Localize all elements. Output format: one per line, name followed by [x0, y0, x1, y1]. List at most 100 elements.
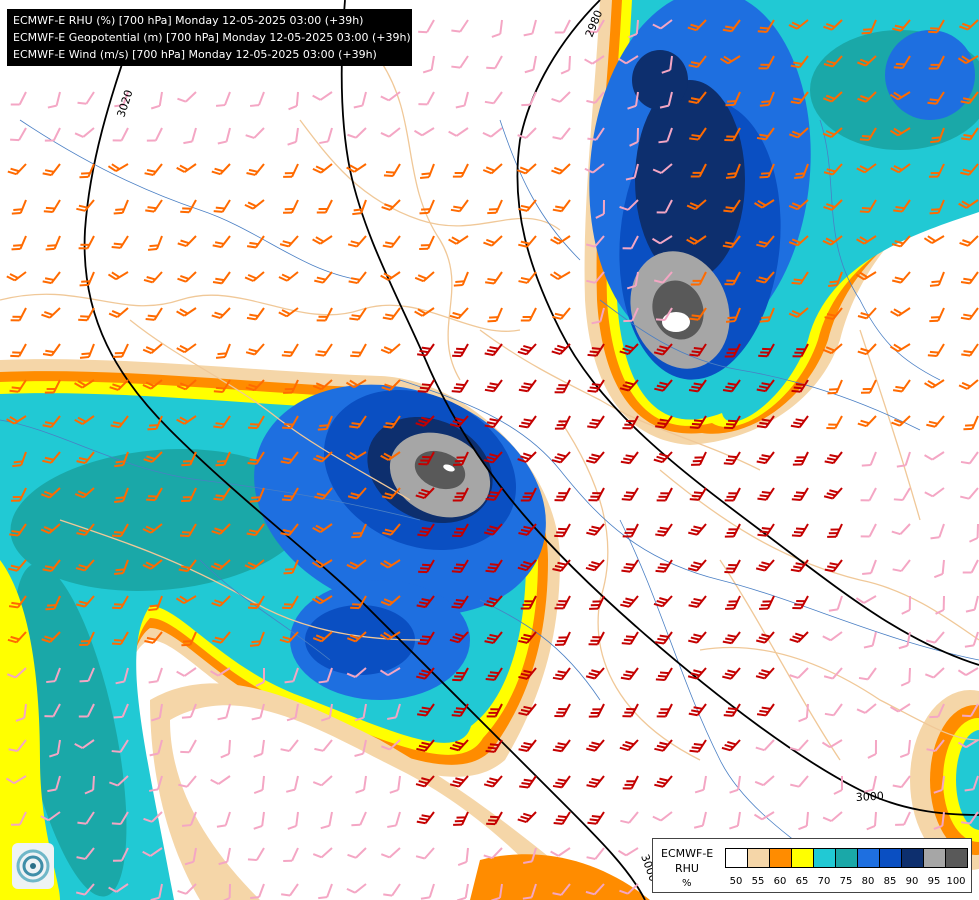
- wind-barb: [652, 19, 673, 30]
- river-line: [0, 419, 421, 521]
- wind-barb: [74, 127, 95, 138]
- wind-barb: [143, 811, 163, 823]
- wind-barb: [416, 667, 435, 680]
- wind-barb: [249, 487, 265, 503]
- wind-barb: [620, 667, 639, 681]
- wind-barb: [483, 451, 503, 464]
- wind-barb: [655, 523, 673, 537]
- wind-barb: [43, 199, 61, 213]
- wind-barb: [349, 415, 367, 429]
- wind-barb: [418, 451, 435, 466]
- wind-barb: [822, 235, 843, 246]
- legend-tick-label: 75: [839, 876, 853, 887]
- wind-barb: [554, 19, 571, 34]
- contour-label: 3000: [855, 790, 884, 804]
- wind-barb: [312, 91, 333, 101]
- wind-barb: [619, 739, 639, 752]
- wind-barb: [957, 667, 979, 676]
- wind-barb: [145, 199, 163, 213]
- border-line: [379, 59, 461, 381]
- wind-barb: [483, 235, 503, 247]
- wind-barb: [965, 595, 979, 613]
- legend-swatch: [835, 848, 858, 868]
- wind-barb: [791, 379, 809, 393]
- wind-barb: [147, 415, 163, 431]
- wind-barb: [418, 91, 435, 106]
- wind-barb: [790, 775, 809, 788]
- wind-barb: [42, 271, 61, 285]
- wind-barb: [389, 775, 401, 794]
- wind-barb: [44, 379, 61, 394]
- wind-barb: [415, 415, 435, 427]
- wind-barb: [889, 343, 911, 353]
- wind-barb: [486, 55, 503, 70]
- wind-barb: [109, 775, 129, 787]
- wind-barb: [518, 523, 537, 536]
- wind-barb: [788, 127, 809, 139]
- wind-barb: [244, 271, 265, 282]
- wind-barb: [552, 667, 571, 681]
- wind-barb: [729, 811, 741, 830]
- wind-barb: [518, 667, 537, 680]
- wind-barb: [724, 127, 741, 142]
- wind-barb: [724, 523, 741, 538]
- wind-barb: [482, 127, 503, 138]
- wind-barb: [12, 451, 27, 468]
- wind-barb: [144, 163, 163, 176]
- wind-barb: [246, 163, 265, 176]
- wind-barb: [689, 415, 707, 429]
- legend-swatch: [813, 848, 836, 868]
- wind-barb: [212, 235, 231, 249]
- wind-barb: [453, 451, 469, 466]
- wind-barb: [419, 163, 435, 179]
- wind-barb: [382, 307, 401, 321]
- wind-barb: [587, 19, 605, 34]
- wind-barb: [482, 163, 503, 175]
- wind-barb: [213, 487, 231, 501]
- wind-barb: [628, 19, 639, 39]
- wind-barb: [485, 487, 503, 501]
- wind-barb: [282, 415, 299, 430]
- wind-barb: [417, 379, 435, 393]
- wind-barb: [585, 235, 605, 248]
- wind-barb: [790, 559, 809, 573]
- wind-barb: [724, 559, 741, 574]
- wind-barb: [177, 235, 197, 248]
- wind-barb: [722, 19, 741, 33]
- wind-barb: [146, 127, 163, 142]
- wind-barb: [6, 271, 27, 282]
- wind-barb: [858, 667, 877, 681]
- wind-barb: [518, 631, 537, 644]
- wind-barb: [891, 271, 911, 284]
- wind-barb: [381, 487, 401, 500]
- wind-barb: [216, 811, 231, 828]
- wind-barb: [249, 91, 265, 107]
- wind-barb: [178, 775, 197, 788]
- wind-barb: [584, 163, 605, 174]
- wind-barb: [651, 235, 673, 245]
- wind-barb: [619, 883, 639, 895]
- rhu-band: [635, 80, 745, 280]
- wind-barb: [552, 127, 571, 140]
- wind-barb: [112, 523, 129, 538]
- wind-barb: [659, 91, 673, 109]
- legend-swatch: [725, 848, 748, 868]
- wind-barb: [108, 307, 129, 318]
- wind-barb: [585, 667, 605, 680]
- legend-swatch: [923, 848, 946, 868]
- wind-barb: [211, 523, 231, 535]
- legend-tick-label: 80: [861, 876, 875, 887]
- wind-barb: [180, 739, 197, 754]
- wind-barb: [823, 55, 843, 68]
- wind-barb: [84, 775, 95, 795]
- wind-barb: [77, 91, 95, 105]
- wind-barb: [791, 523, 809, 538]
- wind-barb: [688, 523, 707, 536]
- wind-barb: [892, 775, 911, 789]
- wind-barb: [181, 451, 197, 467]
- rhu-band: [305, 605, 415, 675]
- wind-barb: [78, 307, 95, 322]
- wind-barb: [893, 55, 911, 69]
- wind-barb: [49, 739, 61, 758]
- wind-barb: [150, 91, 163, 110]
